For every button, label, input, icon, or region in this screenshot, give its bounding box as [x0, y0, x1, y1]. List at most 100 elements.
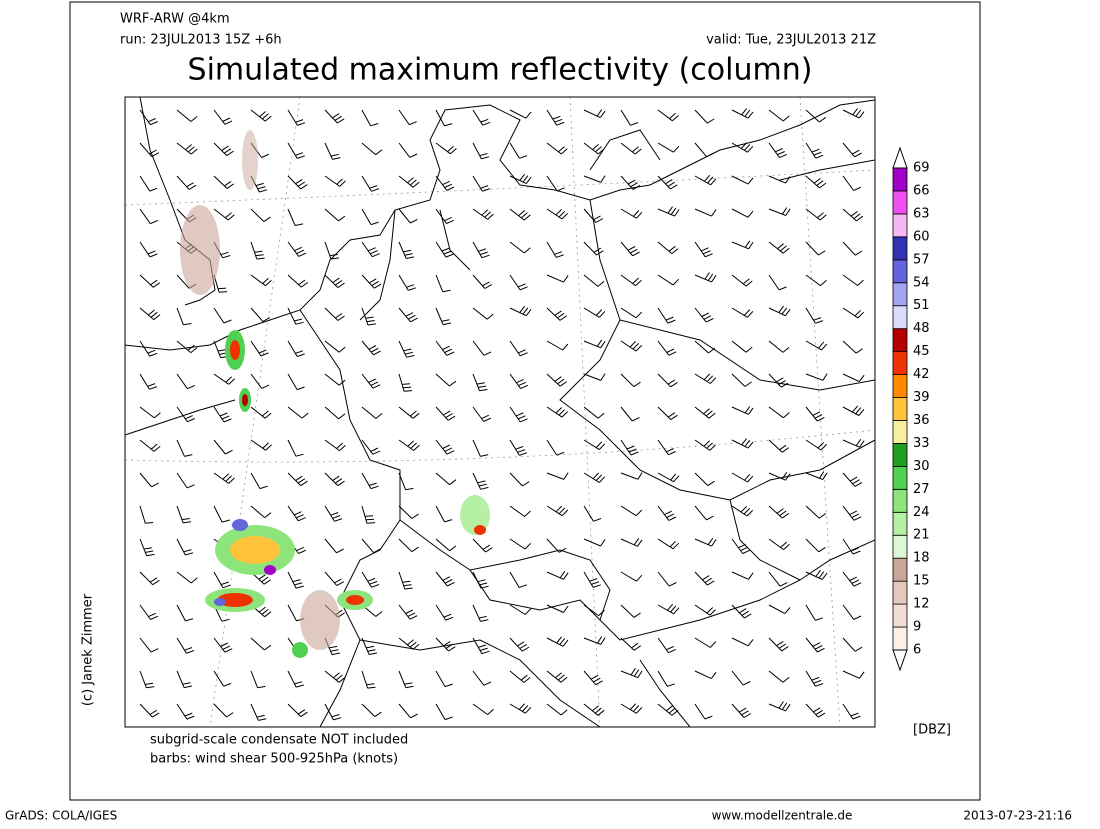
wind-barb: [657, 670, 675, 687]
wind-barb: [694, 637, 717, 648]
wind-barb: [139, 604, 159, 620]
wind-barb: [176, 109, 198, 122]
wind-barb: [583, 175, 606, 183]
wind-barb: [472, 406, 492, 422]
wind-barb: [398, 406, 420, 419]
wind-barb: [805, 142, 824, 159]
wind-barb: [472, 439, 489, 457]
wind-barb: [546, 373, 567, 387]
wind-barb: [250, 670, 266, 689]
wind-barb: [731, 340, 753, 353]
wind-barb: [768, 472, 791, 481]
wind-barb: [620, 373, 641, 388]
wind-barb: [620, 571, 643, 582]
model-label: WRF-ARW @4km: [120, 12, 230, 27]
wind-barb: [546, 208, 569, 220]
wind-barb: [583, 439, 606, 451]
wind-barb: [509, 142, 528, 159]
wind-barb: [620, 637, 641, 651]
wind-barb: [842, 670, 865, 679]
wind-barb: [435, 274, 451, 293]
colorbar-box: [892, 626, 908, 651]
wind-barb: [250, 208, 271, 223]
wind-barb: [139, 373, 158, 390]
wind-barb: [657, 142, 680, 153]
wind-barb: [694, 406, 716, 419]
wind-barb: [768, 241, 790, 254]
wind-barb: [731, 670, 751, 686]
wind-barb: [213, 439, 233, 455]
wind-barb: [250, 241, 265, 260]
wind-barb: [472, 604, 489, 622]
wind-barb: [435, 571, 455, 587]
wind-barb: [657, 505, 677, 521]
wind-barb: [768, 305, 791, 317]
wind-barb: [731, 108, 754, 119]
wind-barb: [694, 604, 716, 616]
colorbar-label: 6: [913, 643, 921, 658]
wind-barb: [361, 472, 379, 490]
wind-barb: [805, 307, 824, 324]
wind-barb: [583, 241, 604, 256]
wind-barb: [768, 670, 790, 683]
wind-barb: [250, 406, 272, 419]
colorbar-box: [892, 397, 908, 421]
colorbar-box: [892, 190, 908, 215]
wind-barb: [472, 472, 489, 490]
wind-barb: [213, 109, 233, 125]
wind-barb: [139, 241, 158, 258]
wind-barb: [509, 241, 531, 254]
wind-barb: [250, 340, 269, 357]
wind-barb: [509, 406, 528, 423]
wind-barb: [805, 241, 826, 256]
wind-barb: [435, 208, 455, 225]
wind-barb: [435, 241, 454, 258]
wind-barb: [842, 274, 864, 286]
wind-barb: [657, 175, 678, 190]
wind-barb: [213, 472, 235, 484]
wind-barb: [768, 439, 789, 453]
wind-barb: [657, 703, 679, 716]
wind-barb: [361, 670, 376, 689]
wind-barb: [361, 241, 380, 258]
wind-barb: [361, 538, 381, 554]
wind-barb: [287, 340, 305, 357]
wind-barb: [250, 307, 271, 322]
wind-barb: [361, 142, 383, 156]
wind-barb: [768, 505, 790, 519]
wind-barb: [361, 571, 380, 588]
wind-barb: [472, 274, 493, 289]
note: barbs: wind shear 500-925hPa (knots): [150, 752, 398, 767]
wind-barb: [250, 472, 268, 490]
wind-barb: [139, 307, 161, 320]
colorbar-box: [892, 167, 908, 192]
wind-barb: [287, 472, 308, 487]
wind-barb: [472, 307, 494, 320]
wind-barb: [546, 241, 564, 258]
wind-barb: [694, 208, 717, 217]
wind-barb: [176, 670, 193, 689]
wind-barb: [805, 439, 828, 451]
wind-barb: [657, 406, 678, 421]
wind-barb: [139, 274, 160, 288]
wind-barb: [805, 340, 828, 351]
wind-barb: [694, 272, 717, 283]
wind-barb: [694, 537, 717, 547]
colorbar-label: 57: [913, 252, 930, 267]
wind-barb: [842, 571, 862, 587]
wind-barb: [694, 307, 714, 323]
wind-barb: [842, 108, 865, 119]
wind-barb: [324, 274, 345, 289]
wind-barb: [139, 505, 154, 524]
wind-barb: [620, 406, 640, 422]
wind-barb: [583, 307, 606, 318]
wind-barb: [768, 142, 788, 159]
wind-barb: [620, 538, 643, 547]
wind-barb: [509, 571, 527, 588]
wind-barb: [694, 142, 714, 158]
colorbar-box: [892, 236, 908, 261]
wind-barb: [694, 439, 716, 451]
wind-barb: [768, 637, 789, 652]
wind-barb: [657, 274, 680, 286]
colorbar-label: 60: [913, 229, 930, 244]
